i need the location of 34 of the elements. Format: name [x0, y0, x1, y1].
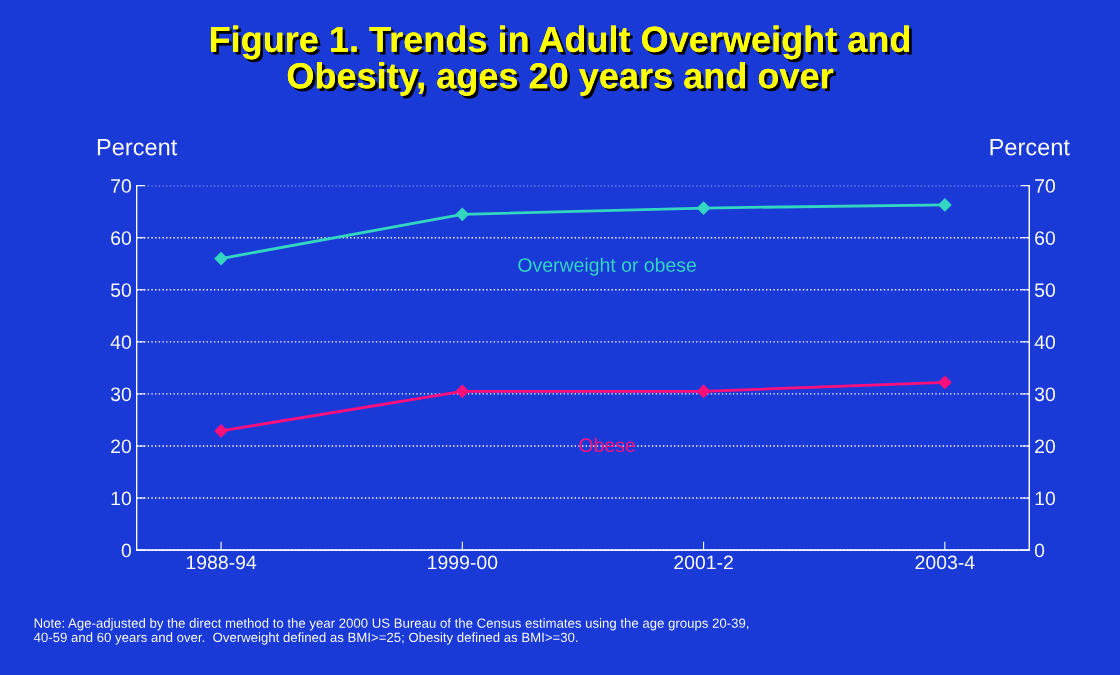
- point: [214, 424, 228, 438]
- y2-tick-label: 0: [1034, 543, 1045, 558]
- y2-tick-label: 10: [1035, 491, 1056, 506]
- point: [938, 375, 952, 390]
- y2-tick-label: 50: [1034, 283, 1056, 297]
- point: [696, 384, 711, 398]
- x-tick-label: 2001-2: [674, 555, 733, 570]
- y2-axis-title: Percent: [990, 138, 1070, 156]
- point: [938, 198, 952, 212]
- point: [214, 251, 228, 266]
- y2-tick-label: 70: [1035, 179, 1056, 193]
- y-tick-label: 30: [110, 387, 132, 402]
- y-tick-label: 20: [111, 439, 132, 454]
- text: Overweight or obese: [518, 257, 696, 276]
- y-axis-title: Percent: [97, 138, 178, 156]
- y2-tick-label: 40: [1034, 335, 1056, 350]
- text: Obese: [579, 437, 635, 453]
- point: [696, 201, 711, 215]
- x-tick-label: 1988-94: [186, 555, 257, 570]
- y-tick-label: 70: [111, 179, 132, 193]
- x-tick-label: 2003-4: [915, 555, 975, 570]
- y2-tick-label: 60: [1035, 231, 1056, 245]
- y2-tick-label: 20: [1035, 439, 1056, 454]
- point: [455, 207, 469, 221]
- chart-title: Figure 1. Trends in Adult Overweight and Obesity, ages 20 years and over: [210, 25, 912, 99]
- y-tick-label: 60: [111, 231, 132, 245]
- y-tick-label: 0: [121, 543, 132, 558]
- text: Note: Age-adjusted by the direct method to the year 2000 US Bureau of the Census estimates using the age groups 20-39, 40-59 and 60 years and over. Overweight defined as BMI>=25; Obesity defined as BMI>=30.: [33, 618, 749, 645]
- y2-tick-label: 30: [1034, 387, 1056, 402]
- y-tick-label: 10: [111, 491, 132, 506]
- point: [455, 384, 469, 398]
- y-tick-label: 50: [110, 283, 132, 297]
- x-tick-label: 1999-00: [428, 555, 498, 570]
- y-tick-label: 40: [110, 335, 132, 350]
